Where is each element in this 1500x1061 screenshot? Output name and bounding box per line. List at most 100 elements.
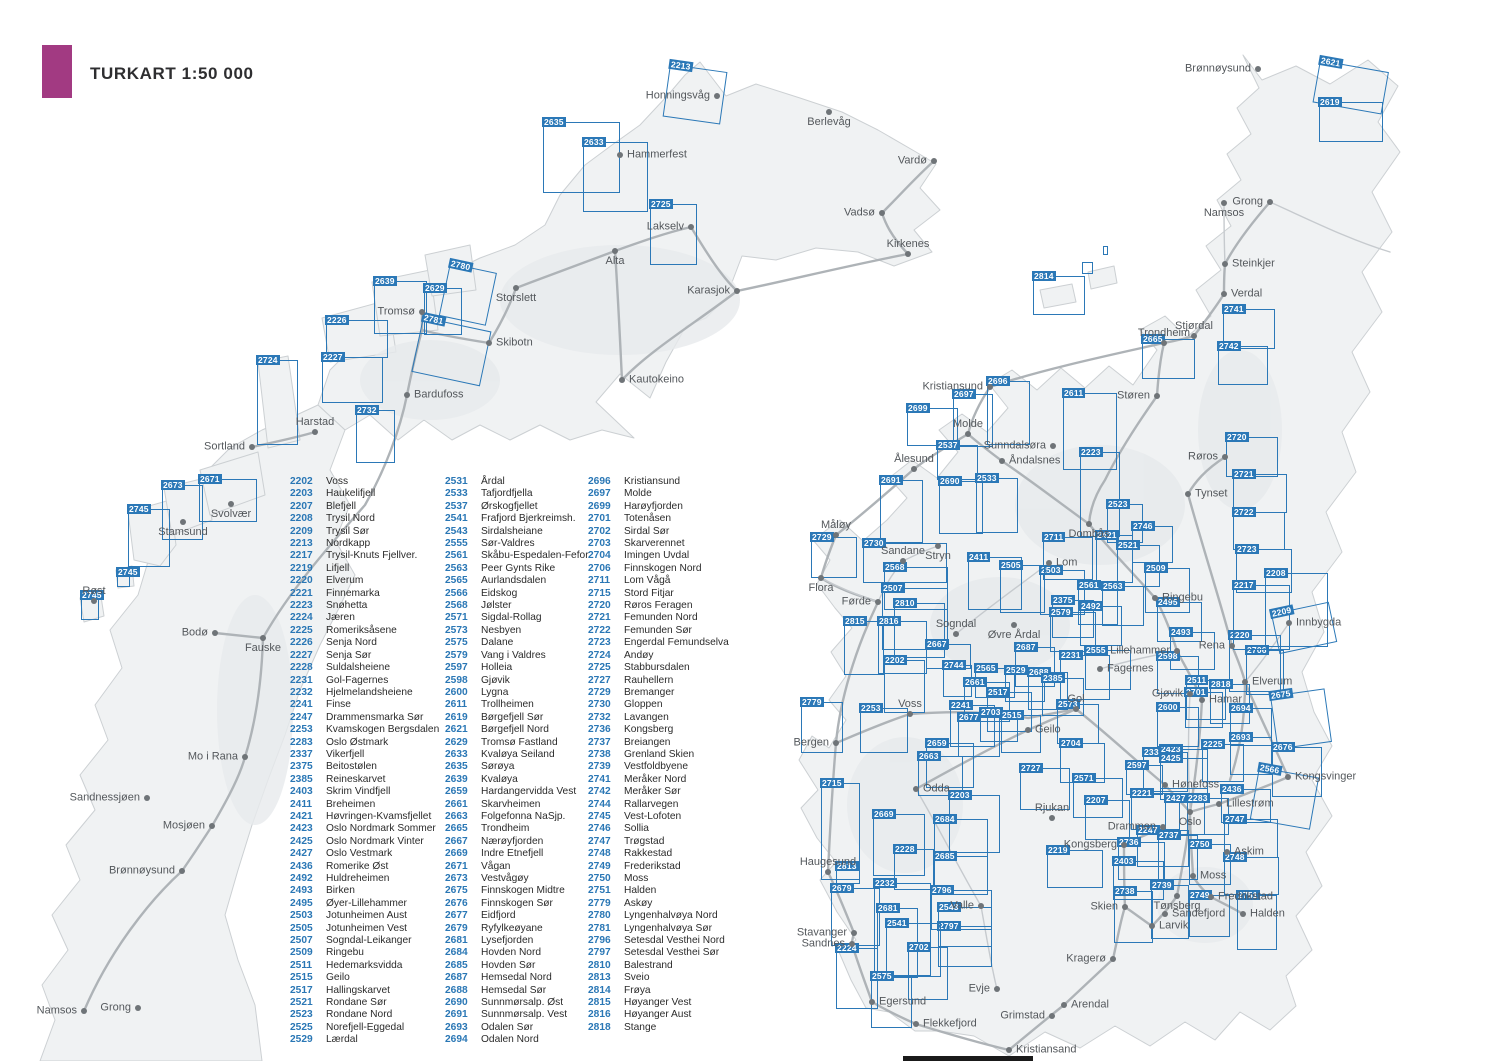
- legend-entry: 2541 Frafjord Bjerkreimsh.: [445, 513, 589, 525]
- sheet-name: Rauhellern: [624, 674, 674, 686]
- map-sheet-2675: 2675: [1268, 687, 1332, 750]
- city-label: Fauske: [244, 642, 282, 654]
- map-sheet-2727: 2727: [1019, 763, 1070, 810]
- map-sheet-2533: 2533: [975, 473, 1018, 533]
- map-sheet-label: 2749: [1188, 890, 1212, 900]
- sheet-name: Lifjell: [326, 562, 350, 574]
- legend-entry: 2232 Hjelmelandsheiene: [290, 687, 439, 699]
- sheet-number: 2687: [445, 972, 468, 984]
- map-sheet-2738: 2738: [1113, 886, 1153, 943]
- legend-entry: 2568 Jølster: [445, 600, 589, 612]
- legend-entry: 2813 Sveio: [588, 972, 729, 984]
- city-dot: [1286, 620, 1292, 626]
- legend-entry: 2253 Kvamskogen Bergsdalen: [290, 724, 439, 736]
- sheet-name: Setesdal Vesthei Nord: [624, 935, 725, 947]
- map-sheet-2225: 2225: [1201, 739, 1244, 782]
- sheet-name: Odalen Sør: [481, 1021, 534, 1033]
- sheet-number: 2685: [445, 959, 468, 971]
- legend-entry: 2659 Hardangervidda Vest: [445, 786, 589, 798]
- map-sheet-label: 2232: [873, 878, 897, 888]
- sheet-number: 2403: [290, 786, 313, 798]
- map-sheet-label: 2573: [1056, 699, 1080, 709]
- sheet-number: 2515: [290, 972, 313, 984]
- map-sheet-2669: 2669: [872, 809, 925, 876]
- sheet-name: Skrim Vindfjell: [326, 786, 391, 798]
- legend-entry: 2729 Bremanger: [588, 687, 729, 699]
- city-label: Kristiansand: [1016, 1043, 1077, 1056]
- city-label: Evje: [968, 982, 990, 995]
- map-sheet-label: 2253: [859, 703, 883, 713]
- legend-entry: 2226 Senja Nord: [290, 637, 439, 649]
- city-label: Hamar: [1209, 693, 1243, 706]
- map-sheet-label: 2517: [986, 687, 1010, 697]
- map-sheet-label: 2723: [1235, 544, 1259, 554]
- sheet-number: 2780: [588, 910, 611, 922]
- map-sheet-label: 2702: [907, 942, 931, 952]
- map-sheet-label: 2619: [1318, 97, 1342, 107]
- sheet-number: 2815: [588, 997, 611, 1009]
- map-sheet-label: 2213: [668, 58, 694, 73]
- sheet-name: Frederikstad: [624, 860, 681, 872]
- sheet-number: 2736: [588, 724, 611, 736]
- map-sheet-2665: 2665: [1141, 334, 1195, 379]
- sheet-number: 2663: [445, 810, 468, 822]
- sheet-number: 2661: [445, 798, 468, 810]
- city-label: Askim: [1234, 845, 1264, 858]
- city-dot: [714, 93, 720, 99]
- sheet-number: 2411: [290, 798, 313, 810]
- city-label: Fredrikstad: [1218, 890, 1274, 903]
- map-sheet-2220: 2220: [1228, 630, 1281, 692]
- legend-entry: 2507 Sogndal-Leikanger: [290, 935, 439, 947]
- sheet-name: Hemsedal Nord: [481, 972, 552, 984]
- map-sheet-label: 2818: [1209, 679, 1233, 689]
- sheet-name: Lærdal: [326, 1034, 358, 1046]
- legend-entry: 2571 Sigdal-Rollag: [445, 612, 589, 624]
- sheet-name: Indre Etnefjell: [481, 848, 544, 860]
- city-label: Fagernes: [1107, 662, 1154, 675]
- city-dot: [91, 598, 97, 604]
- map-sheet-2619: 2619: [1318, 97, 1383, 142]
- sheet-name: Lysefjorden: [481, 935, 534, 947]
- sheet-name: Hovden Nord: [481, 947, 542, 959]
- legend-entry: 2724 Andøy: [588, 650, 729, 662]
- map-sheet-label: 2661: [963, 677, 987, 687]
- legend-entry: 2741 Meråker Nord: [588, 774, 729, 786]
- map-sheet-label: 2208: [1264, 568, 1288, 578]
- sheet-number: 2375: [290, 761, 313, 773]
- legend-entry: 2750 Moss: [588, 873, 729, 885]
- legend-column-1: 2202 Voss 2203 Haukelifjell 2207 Blefjell 2208…: [290, 476, 439, 1047]
- legend-entry: 2495 Øyer-Lillehammer: [290, 898, 439, 910]
- sheet-name: Grenland Skien: [624, 748, 695, 760]
- sheet-name: Voss: [326, 476, 349, 487]
- legend-entry: 2693 Odalen Sør: [445, 1022, 589, 1034]
- sheet-name: Totenåsen: [624, 513, 672, 525]
- sheet-name: Femunden Nord: [624, 612, 698, 624]
- sheet-name: Stange: [624, 1021, 657, 1033]
- sheet-name: Oslo Østmark: [326, 736, 389, 748]
- sheet-name: Setesdal Vesthei Sør: [624, 947, 720, 959]
- city-dot: [905, 251, 911, 257]
- sheet-number: 2503: [290, 910, 313, 922]
- city-label: Røst: [82, 585, 106, 597]
- city-label: Ringebu: [1162, 591, 1203, 604]
- map-sheet-label: 2598: [1156, 651, 1180, 661]
- city-label: Vardø: [897, 154, 927, 167]
- sheet-number: 2738: [588, 748, 611, 760]
- sheet-name: Elverum: [326, 575, 364, 587]
- city-dot: [1122, 904, 1128, 910]
- map-sheet-label: 2745: [80, 590, 104, 600]
- map-sheet-2694: 2694: [1229, 703, 1272, 746]
- city-dot: [612, 248, 618, 254]
- sheet-number: 2699: [588, 500, 611, 512]
- legend-entry: 2529 Lærdal: [290, 1034, 439, 1046]
- map-sheet-2411: 2411: [967, 552, 1022, 610]
- map-sheet-2711: 2711: [1042, 532, 1093, 580]
- city-label: Mo i Rana: [187, 750, 238, 763]
- sheet-name: Vestvågøy: [481, 873, 529, 884]
- city-dot: [1285, 774, 1291, 780]
- sheet-name: Kvamskogen Bergsdalen: [326, 724, 440, 736]
- legend-entry: 2375 Beitostølen: [290, 761, 439, 773]
- sheet-name: Harøyfjorden: [624, 500, 683, 512]
- map-sheet-label: 2687: [1014, 642, 1038, 652]
- city-label: Ålesund: [894, 453, 934, 465]
